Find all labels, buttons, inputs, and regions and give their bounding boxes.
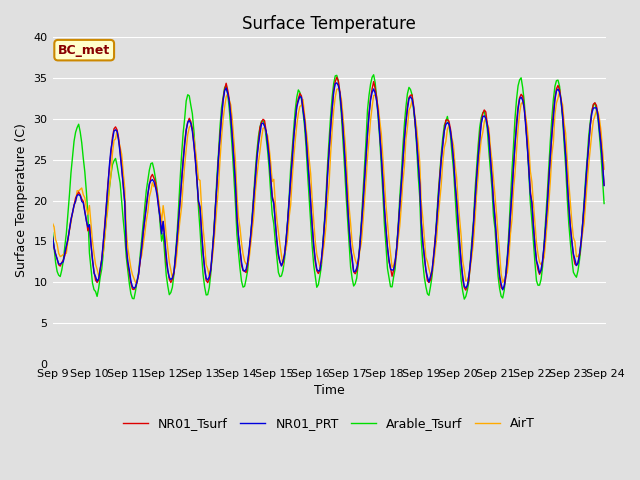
NR01_PRT: [290, 135, 298, 141]
AirT: [291, 137, 299, 143]
NR01_PRT: [49, 233, 56, 239]
AirT: [233, 191, 241, 196]
Y-axis label: Surface Temperature (C): Surface Temperature (C): [15, 123, 28, 277]
NR01_PRT: [232, 180, 239, 185]
Arable_Tsurf: [370, 72, 378, 78]
X-axis label: Time: Time: [314, 384, 344, 397]
NR01_Tsurf: [290, 134, 298, 140]
NR01_Tsurf: [232, 180, 239, 186]
NR01_PRT: [499, 287, 506, 293]
NR01_PRT: [333, 80, 340, 86]
NR01_PRT: [116, 151, 124, 156]
AirT: [133, 280, 141, 286]
Legend: NR01_Tsurf, NR01_PRT, Arable_Tsurf, AirT: NR01_Tsurf, NR01_PRT, Arable_Tsurf, AirT: [118, 412, 540, 435]
AirT: [49, 220, 56, 226]
Line: Arable_Tsurf: Arable_Tsurf: [52, 75, 604, 299]
AirT: [335, 86, 342, 92]
Arable_Tsurf: [232, 200, 239, 205]
NR01_PRT: [213, 181, 221, 187]
Arable_Tsurf: [460, 296, 468, 302]
NR01_PRT: [241, 268, 248, 274]
NR01_Tsurf: [573, 263, 580, 268]
AirT: [214, 184, 222, 190]
AirT: [600, 166, 608, 172]
Arable_Tsurf: [49, 230, 56, 236]
Arable_Tsurf: [290, 125, 298, 131]
NR01_Tsurf: [462, 287, 470, 293]
NR01_Tsurf: [49, 235, 56, 241]
AirT: [573, 254, 580, 260]
Line: AirT: AirT: [52, 89, 604, 283]
Line: NR01_Tsurf: NR01_Tsurf: [52, 77, 604, 290]
Arable_Tsurf: [116, 180, 124, 186]
NR01_Tsurf: [116, 149, 124, 155]
Arable_Tsurf: [213, 173, 221, 179]
NR01_Tsurf: [241, 268, 248, 274]
Arable_Tsurf: [573, 275, 580, 280]
AirT: [243, 261, 250, 267]
Title: Surface Temperature: Surface Temperature: [242, 15, 416, 33]
Arable_Tsurf: [600, 201, 608, 206]
Text: BC_met: BC_met: [58, 44, 110, 57]
Arable_Tsurf: [241, 284, 248, 289]
NR01_Tsurf: [213, 181, 221, 187]
AirT: [116, 144, 124, 150]
Line: NR01_PRT: NR01_PRT: [52, 83, 604, 290]
NR01_Tsurf: [333, 74, 340, 80]
NR01_PRT: [573, 263, 580, 268]
NR01_Tsurf: [600, 182, 608, 188]
NR01_PRT: [600, 183, 608, 189]
